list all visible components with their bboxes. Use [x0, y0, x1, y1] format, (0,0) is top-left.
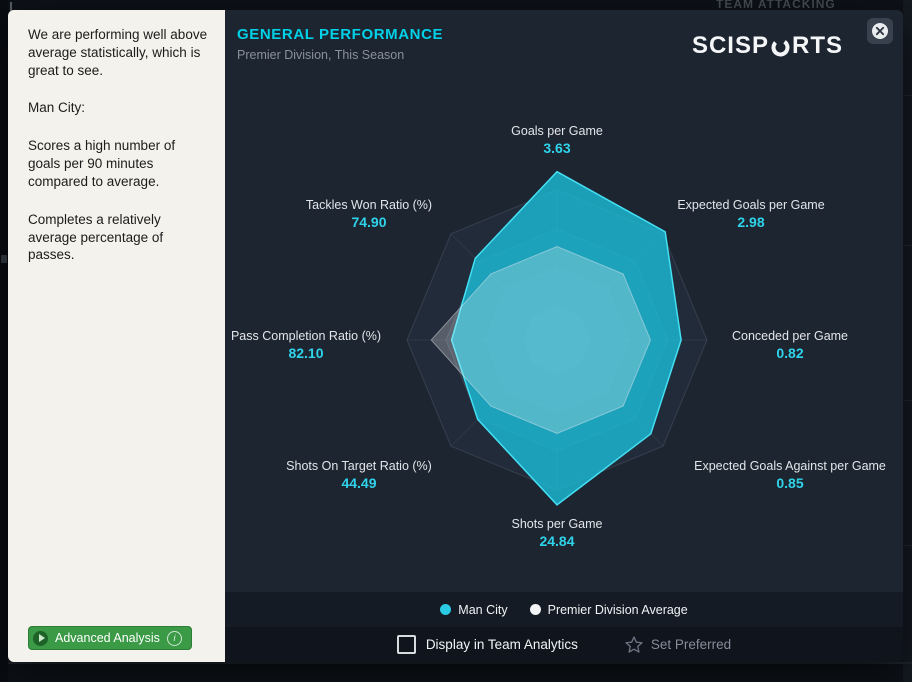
- series-man-city: [450, 170, 682, 506]
- close-button[interactable]: [867, 18, 893, 44]
- logo-text-right: RTS: [792, 32, 843, 59]
- analysis-paragraph: Completes a relatively average percentag…: [28, 211, 164, 263]
- analysis-paragraph: Man City:: [28, 100, 86, 116]
- axis-label: Expected Goals per Game: [677, 198, 824, 212]
- background-team-attacking-label: TEAM ATTACKING: [716, 0, 836, 11]
- scisports-logo: SCISP RTS: [692, 32, 843, 60]
- axis-value: 0.85: [776, 475, 803, 491]
- axis-label: Tackles Won Ratio (%): [306, 198, 432, 212]
- chart-legend: Man City Premier Division Average: [225, 592, 903, 627]
- logo-o-mark-icon: [770, 36, 791, 57]
- axis-value: 24.84: [539, 533, 574, 549]
- legend-dot-icon: [529, 604, 541, 615]
- checkbox-label: Display in Team Analytics: [425, 637, 578, 652]
- axis-label: Pass Completion Ratio (%): [231, 329, 381, 343]
- axis-label: Goals per Game: [511, 124, 603, 138]
- analysis-text: We are performing well above average sta…: [28, 26, 211, 284]
- scisports-dialog: We are performing well above average sta…: [8, 10, 903, 662]
- background-right-strip: [903, 0, 912, 682]
- star-icon: [625, 635, 643, 653]
- dialog-subtitle: Premier Division, This Season: [237, 48, 405, 62]
- play-circle-icon: [33, 630, 48, 646]
- chart-header: GENERAL PERFORMANCE Premier Division, Th…: [225, 10, 903, 62]
- analysis-paragraph: Scores a high number of goals per 90 min…: [28, 138, 176, 189]
- dialog-footer: Display in Team Analytics Set Preferred: [225, 627, 903, 662]
- axis-value: 82.10: [288, 345, 323, 361]
- advanced-analysis-label: Advanced Analysis: [55, 631, 160, 645]
- background-separator: [903, 400, 912, 401]
- axis-label: Shots per Game: [511, 517, 602, 531]
- legend-item: Man City: [440, 602, 508, 617]
- axis-label: Conceded per Game: [732, 329, 848, 343]
- background-separator: [903, 245, 912, 246]
- background-mini-icon: [1, 255, 7, 263]
- info-icon: i: [166, 630, 182, 646]
- legend-label: Premier Division Average: [547, 602, 688, 617]
- axis-value: 2.98: [737, 214, 764, 230]
- dialog-title: GENERAL PERFORMANCE: [237, 26, 444, 43]
- axis-label: Expected Goals Against per Game: [694, 459, 886, 473]
- axis-value: 44.49: [341, 475, 376, 491]
- series-premier-division-average: [430, 245, 652, 435]
- analysis-paragraph: We are performing well above average sta…: [28, 27, 208, 78]
- axis-label: Shots On Target Ratio (%): [286, 459, 432, 473]
- background-separator: [903, 95, 912, 96]
- radar-panel: GENERAL PERFORMANCE Premier Division, Th…: [225, 10, 903, 592]
- advanced-analysis-button[interactable]: Advanced Analysis i: [28, 626, 192, 650]
- analysis-panel: We are performing well above average sta…: [8, 10, 225, 662]
- set-preferred-button[interactable]: Set Preferred: [624, 635, 731, 655]
- radar-chart: Goals per Game 3.63 Expected Goals per Gam…: [231, 124, 886, 549]
- display-in-team-analytics-checkbox[interactable]: Display in Team Analytics: [396, 635, 578, 654]
- background-bottom-band: [8, 662, 912, 664]
- axis-value: 74.90: [351, 214, 386, 230]
- checkbox-icon: [396, 635, 416, 654]
- legend-dot-icon: [440, 604, 452, 615]
- logo-text-left: SCISP: [691, 32, 769, 59]
- set-preferred-label: Set Preferred: [650, 637, 732, 652]
- legend-item: Premier Division Average: [529, 602, 688, 617]
- legend-label: Man City: [458, 602, 508, 617]
- close-icon: [872, 23, 888, 39]
- axis-value: 0.82: [776, 345, 803, 361]
- background-separator: [903, 545, 912, 546]
- axis-value: 3.63: [543, 140, 570, 156]
- chart-section: GENERAL PERFORMANCE Premier Division, Th…: [225, 10, 903, 662]
- background-left-strip: [0, 0, 8, 682]
